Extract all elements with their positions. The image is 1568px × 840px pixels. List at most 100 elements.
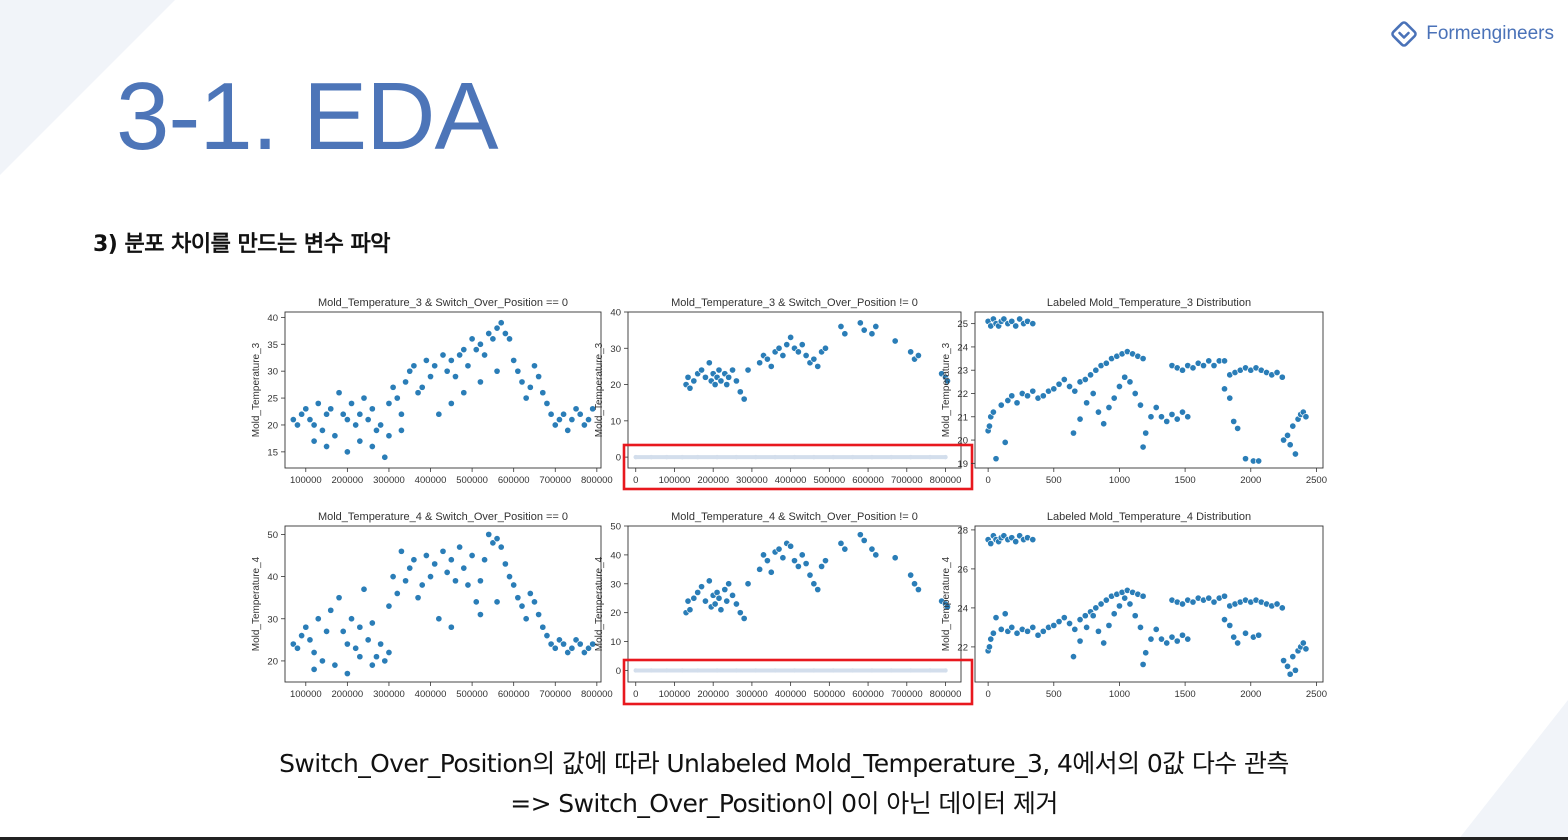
data-point (422, 551, 430, 560)
y-axis-label: Mold_Temperature_3 (941, 342, 952, 437)
data-point (439, 351, 447, 359)
data-point (1286, 441, 1294, 449)
data-point (1226, 621, 1234, 630)
data-point (584, 416, 593, 424)
data-point (860, 536, 868, 544)
data-point (1081, 612, 1089, 620)
x-tick-label: 500000 (456, 689, 488, 700)
data-point (1139, 660, 1147, 669)
data-point (447, 356, 455, 364)
data-point (1008, 392, 1016, 400)
data-point (493, 367, 501, 375)
data-point (1100, 639, 1108, 647)
chart-title: Labeled Mold_Temperature_3 Distribution (1047, 297, 1251, 309)
data-point (713, 588, 721, 596)
data-point (1139, 443, 1147, 451)
data-point (1136, 401, 1145, 409)
data-point (1220, 385, 1229, 393)
data-point (725, 373, 733, 381)
data-point (314, 615, 322, 623)
data-point (1163, 639, 1171, 647)
data-point (406, 367, 414, 375)
data-point (298, 410, 306, 418)
data-point (385, 602, 393, 610)
data-point (910, 580, 919, 588)
data-point (1102, 359, 1110, 367)
data-point (1110, 610, 1118, 618)
y-tick-label: 40 (610, 308, 621, 319)
data-point (715, 594, 723, 602)
data-point (1178, 408, 1187, 416)
data-point (711, 600, 719, 608)
data-point (891, 337, 899, 345)
data-point (476, 340, 484, 348)
data-point (1076, 637, 1084, 645)
data-point (572, 636, 580, 644)
x-tick-label: 100000 (290, 689, 322, 700)
data-point (526, 589, 534, 598)
chart-t4-sop-nonzero: Mold_Temperature_4 & Switch_Over_Positio… (594, 511, 974, 706)
data-point (1029, 623, 1037, 631)
y-tick-label: 20 (267, 656, 278, 667)
data-point (779, 351, 787, 360)
y-tick-label: 21 (957, 412, 968, 423)
data-point (1142, 649, 1150, 657)
corner-decoration-bottom-right (1458, 700, 1568, 840)
data-point (728, 366, 737, 374)
data-point (539, 389, 547, 397)
data-point (841, 545, 849, 553)
data-point (389, 383, 397, 391)
y-axis-label: Mold_Temperature_4 (594, 556, 605, 651)
highlight-box (622, 658, 974, 706)
data-point (1178, 600, 1187, 608)
x-tick-label: 300000 (736, 689, 768, 700)
data-point (1139, 592, 1147, 600)
x-tick-label: 700000 (539, 689, 571, 700)
data-point (456, 351, 464, 359)
data-point (1004, 396, 1012, 405)
caption-line-1: Switch_Over_Position의 값에 따라 Unlabeled Mo… (279, 749, 1289, 778)
data-point (318, 657, 326, 665)
chart-title: Mold_Temperature_3 & Switch_Over_Positio… (671, 297, 918, 309)
axes-frame (627, 311, 962, 469)
y-tick-label: 50 (610, 522, 621, 533)
data-point (551, 644, 559, 652)
data-point (763, 557, 771, 565)
data-point (368, 619, 376, 627)
data-point (505, 573, 514, 581)
data-point (476, 577, 484, 585)
data-point (1013, 399, 1021, 407)
data-point (368, 405, 376, 413)
x-tick-label: 1000 (1109, 475, 1130, 486)
data-point (568, 416, 576, 424)
data-point (717, 606, 725, 614)
data-point (1299, 639, 1307, 647)
y-tick-label: 10 (610, 637, 621, 648)
data-point (690, 377, 698, 385)
x-tick-label: 400000 (775, 475, 807, 486)
data-point (476, 378, 484, 386)
data-point (580, 648, 588, 657)
chart-t4-sop-zero: Mold_Temperature_4 & Switch_Over_Positio… (251, 511, 613, 700)
data-point (1126, 378, 1134, 386)
data-point (1069, 429, 1078, 437)
data-point (364, 636, 372, 644)
data-point (576, 410, 584, 418)
y-tick-label: 23 (957, 366, 968, 377)
data-point (756, 359, 764, 367)
data-point (560, 410, 568, 418)
chart-t3-sop-zero: Mold_Temperature_3 & Switch_Over_Positio… (251, 297, 613, 486)
data-point (372, 426, 381, 434)
data-point (997, 625, 1005, 633)
axes-frame (974, 311, 1324, 469)
data-point (872, 551, 880, 559)
data-point (493, 324, 501, 332)
data-point (1168, 633, 1176, 641)
data-point (1205, 594, 1213, 602)
data-point (775, 545, 783, 553)
data-point (701, 373, 709, 381)
data-point (347, 399, 356, 407)
data-point (468, 551, 476, 560)
y-tick-label: 40 (267, 313, 278, 324)
data-point (914, 351, 922, 360)
